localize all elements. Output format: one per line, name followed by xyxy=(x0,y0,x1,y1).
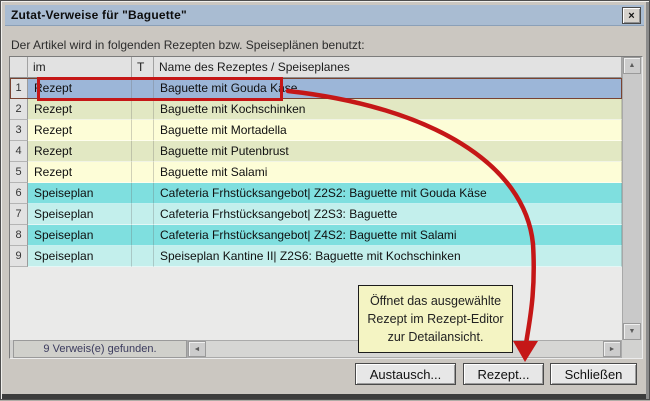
cell-name: Cafeteria Frhstücksangebot| Z2S2: Baguet… xyxy=(154,183,622,204)
cell-num: 1 xyxy=(10,78,28,99)
tooltip-line: Rezept im Rezept-Editor xyxy=(367,311,504,326)
cell-name: Baguette mit Putenbrust xyxy=(154,141,622,162)
cell-num: 7 xyxy=(10,204,28,225)
cell-im: Rezept xyxy=(28,120,132,141)
schliessen-button[interactable]: Schließen xyxy=(550,363,637,385)
cell-name: Baguette mit Salami xyxy=(154,162,622,183)
title-bar: Zutat-Verweise für "Baguette" × xyxy=(5,5,644,26)
cell-num: 5 xyxy=(10,162,28,183)
cell-t xyxy=(132,246,154,267)
table-row[interactable]: 4 Rezept Baguette mit Putenbrust xyxy=(10,141,622,162)
header-t[interactable]: T xyxy=(132,57,154,78)
cell-name: Baguette mit Kochschinken xyxy=(154,99,622,120)
scroll-right-button[interactable]: ► xyxy=(603,341,621,357)
table-row[interactable]: 6 Speiseplan Cafeteria Frhstücksangebot| Z… xyxy=(10,183,622,204)
cell-name: Cafeteria Frhstücksangebot| Z4S2: Baguet… xyxy=(154,225,622,246)
cell-t xyxy=(132,78,154,99)
table-rows: 1 Rezept Baguette mit Gouda Käse 2 Rezept Bag… xyxy=(10,78,622,267)
cell-t xyxy=(132,183,154,204)
table-row[interactable]: 9 Speiseplan Speiseplan Kantine II| Z2S6: … xyxy=(10,246,622,267)
cell-num: 3 xyxy=(10,120,28,141)
close-icon: × xyxy=(628,9,635,22)
cell-im: Rezept xyxy=(28,162,132,183)
table-row[interactable]: 7 Speiseplan Cafeteria Frhstücksangebot| Z… xyxy=(10,204,622,225)
scroll-left-button[interactable]: ◄ xyxy=(188,341,206,357)
cell-name: Baguette mit Mortadella xyxy=(154,120,622,141)
cell-t xyxy=(132,120,154,141)
header-im[interactable]: im xyxy=(28,57,132,78)
cell-name: Baguette mit Gouda Käse xyxy=(154,78,622,99)
table-bottom-bar: 9 Verweis(e) gefunden. ◄ ► xyxy=(10,340,642,358)
cell-num: 6 xyxy=(10,183,28,204)
table-row[interactable]: 8 Speiseplan Cafeteria Frhstücksangebot| Z… xyxy=(10,225,622,246)
scrollbar-corner xyxy=(622,340,642,358)
tooltip-line: zur Detailansicht. xyxy=(387,330,484,345)
status-text: 9 Verweis(e) gefunden. xyxy=(43,343,157,355)
tooltip-line: Öffnet das ausgewählte xyxy=(369,293,502,308)
cell-t xyxy=(132,225,154,246)
scroll-down-button[interactable]: ▼ xyxy=(623,323,641,340)
rezept-button[interactable]: Rezept... xyxy=(463,363,544,385)
austausch-button[interactable]: Austausch... xyxy=(355,363,456,385)
cell-t xyxy=(132,141,154,162)
subtitle-text: Der Artikel wird in folgenden Rezepten b… xyxy=(11,38,365,52)
cell-t xyxy=(132,204,154,225)
page-title: Zutat-Verweise für "Baguette" xyxy=(11,8,187,22)
table-row[interactable]: 5 Rezept Baguette mit Salami xyxy=(10,162,622,183)
cell-im: Rezept xyxy=(28,141,132,162)
cell-num: 2 xyxy=(10,99,28,120)
scroll-left-icon: ◄ xyxy=(193,345,201,353)
cell-num: 8 xyxy=(10,225,28,246)
cell-im: Rezept xyxy=(28,78,132,99)
close-button[interactable]: × xyxy=(622,7,641,24)
cell-im: Speiseplan xyxy=(28,246,132,267)
cell-im: Speiseplan xyxy=(28,183,132,204)
vertical-scrollbar[interactable]: ▲ ▼ xyxy=(622,57,642,340)
scroll-right-icon: ► xyxy=(608,345,616,353)
status-panel: 9 Verweis(e) gefunden. xyxy=(13,340,187,358)
table-row[interactable]: 2 Rezept Baguette mit Kochschinken xyxy=(10,99,622,120)
scroll-down-icon: ▼ xyxy=(628,328,636,335)
cell-im: Speiseplan xyxy=(28,204,132,225)
tooltip-note: Öffnet das ausgewählte Rezept im Rezept-… xyxy=(358,285,513,353)
table-row[interactable]: 1 Rezept Baguette mit Gouda Käse xyxy=(10,78,622,99)
cell-num: 9 xyxy=(10,246,28,267)
scroll-up-icon: ▲ xyxy=(628,62,636,69)
scroll-up-button[interactable]: ▲ xyxy=(623,57,641,74)
table-header: im T Name des Rezeptes / Speiseplanes xyxy=(10,57,622,78)
cell-name: Cafeteria Frhstücksangebot| Z2S3: Baguet… xyxy=(154,204,622,225)
cell-num: 4 xyxy=(10,141,28,162)
header-rownum[interactable] xyxy=(10,57,28,78)
cell-im: Rezept xyxy=(28,99,132,120)
cell-t xyxy=(132,99,154,120)
cell-im: Speiseplan xyxy=(28,225,132,246)
cell-t xyxy=(132,162,154,183)
table-row[interactable]: 3 Rezept Baguette mit Mortadella xyxy=(10,120,622,141)
cell-name: Speiseplan Kantine II| Z2S6: Baguette mi… xyxy=(154,246,622,267)
header-name[interactable]: Name des Rezeptes / Speiseplanes xyxy=(154,57,622,78)
